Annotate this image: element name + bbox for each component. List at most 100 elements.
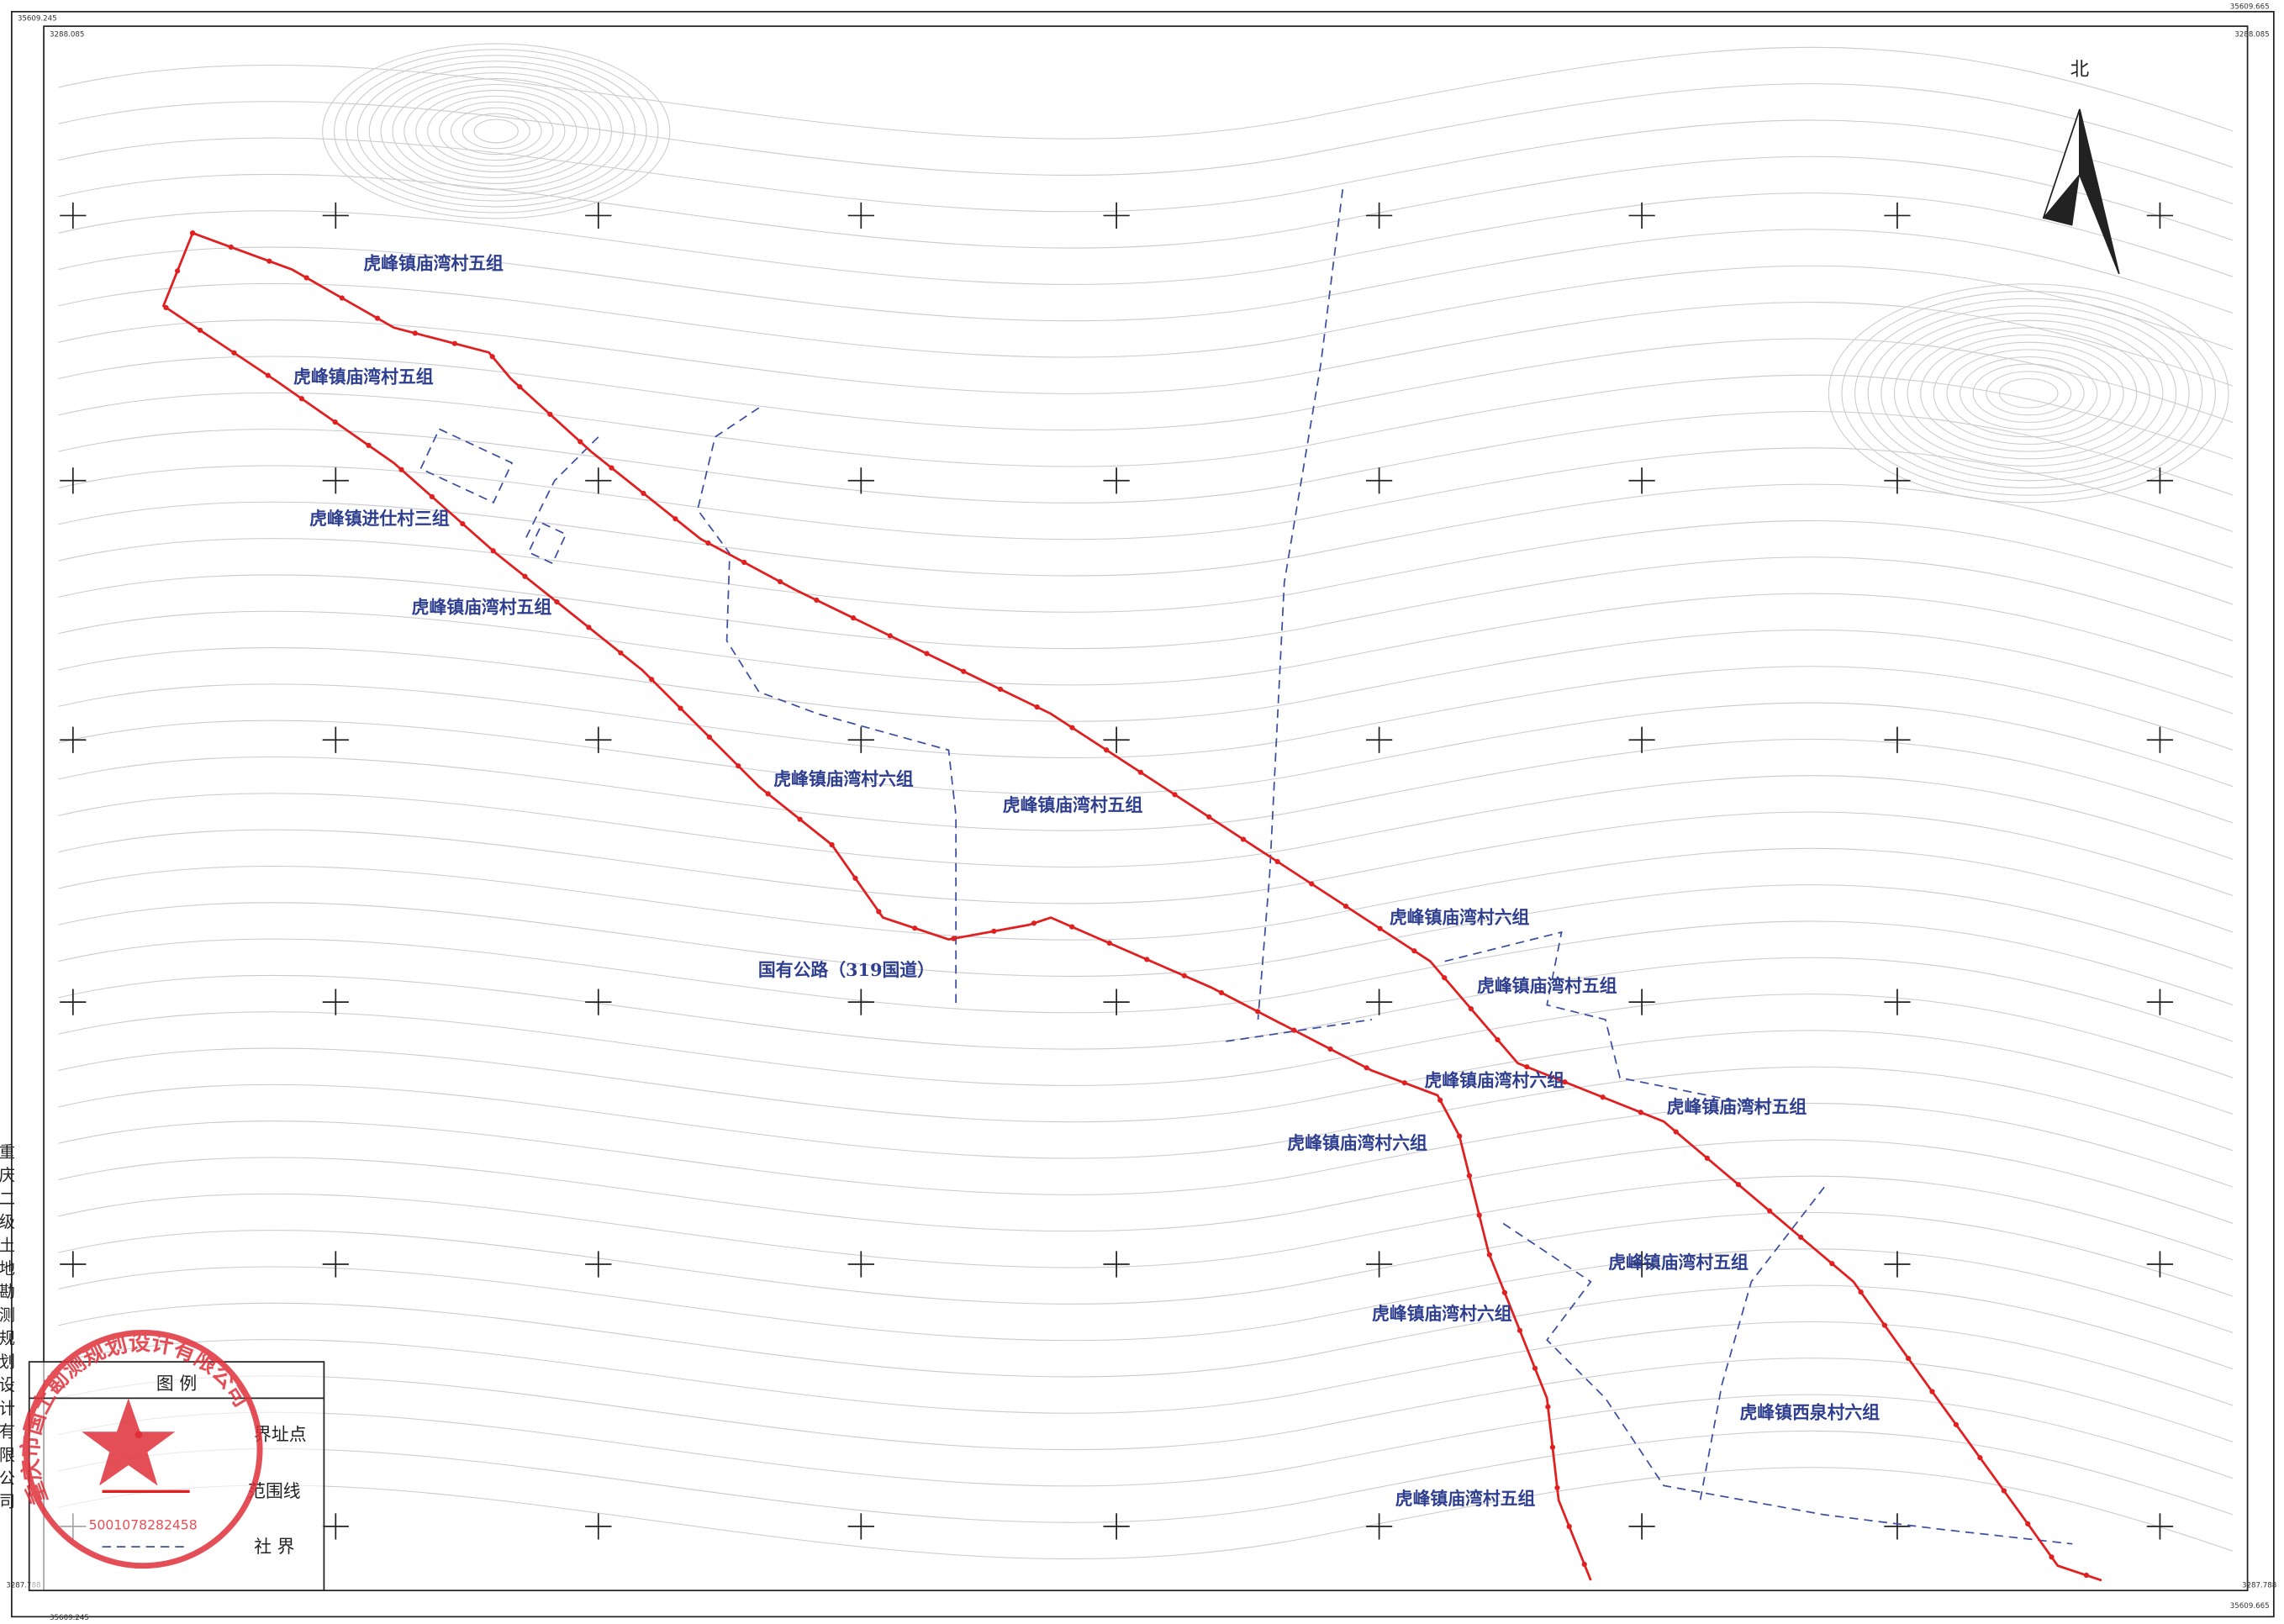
boundary-point: [649, 677, 655, 683]
boundary-point: [618, 650, 624, 656]
legend-title: 图 例: [156, 1374, 197, 1394]
contour-line: [58, 46, 2234, 140]
legend-item: 界址点: [254, 1425, 306, 1445]
boundary-point: [1031, 920, 1037, 926]
boundary-point: [265, 372, 272, 378]
boundary-point: [1486, 1252, 1492, 1258]
boundary-point: [1218, 989, 1225, 996]
contour-line: [356, 61, 636, 202]
boundary-point: [777, 578, 783, 585]
boundary-point: [489, 354, 495, 360]
boundary-point: [1377, 925, 1383, 931]
contour-line: [58, 302, 2234, 394]
contour-line: [1920, 335, 2138, 452]
boundary-point: [174, 268, 181, 274]
contour-line: [1960, 356, 2098, 430]
boundary-point: [332, 419, 338, 425]
boundary-point: [266, 258, 272, 264]
contour-line: [58, 83, 2234, 176]
boundary-point: [705, 540, 711, 546]
contour-line: [58, 811, 2234, 904]
boundary-point: [1562, 1079, 1568, 1085]
boundary-point: [1858, 1289, 1864, 1295]
contour-line: [58, 1103, 2234, 1195]
contour-line: [58, 1284, 2234, 1378]
community-boundary: [419, 428, 514, 504]
north-arrow-right: [2079, 108, 2120, 275]
corner-coordinate: 35609.665: [2230, 1602, 2270, 1611]
region-labels: 虎峰镇庙湾村五组 虎峰镇庙湾村五组 虎峰镇进仕村三组 虎峰镇庙湾村五组 虎峰镇庙…: [293, 253, 1880, 1509]
contour-line: [58, 702, 2234, 795]
region-label: 虎峰镇西泉村六组: [1739, 1402, 1880, 1423]
boundary-point: [517, 384, 523, 390]
contour-line: [58, 847, 2234, 941]
region-label: 虎峰镇庙湾村六组: [1390, 907, 1530, 928]
boundary-point: [1524, 1064, 1530, 1070]
region-label: 虎峰镇庙湾村五组: [1608, 1252, 1749, 1273]
boundary-point: [1034, 704, 1040, 710]
boundary-point: [1104, 747, 1110, 753]
boundary-point: [912, 925, 918, 931]
contour-line: [1933, 341, 2124, 446]
boundary-point: [1137, 769, 1144, 775]
stamp-ring: [23, 1329, 263, 1569]
corner-coordinate: 35609.665: [2230, 3, 2270, 11]
boundary-point: [678, 705, 683, 711]
boundary-point: [850, 615, 857, 621]
contour-line: [58, 483, 2234, 577]
boundary-point: [1106, 940, 1112, 946]
contour-line: [58, 447, 2234, 540]
region-label: 虎峰镇庙湾村六组: [1425, 1070, 1565, 1091]
community-boundary: [1502, 1222, 2073, 1545]
boundary-point: [1554, 1484, 1560, 1491]
boundary-point: [298, 396, 305, 402]
contour-line: [58, 192, 2234, 285]
boundary-point: [1953, 1421, 1960, 1427]
region-label: 虎峰镇进仕村三组: [309, 508, 450, 529]
boundary-point: [1501, 1289, 1508, 1295]
contour-line: [450, 107, 542, 156]
boundary-point: [673, 516, 678, 522]
boundary-point: [876, 909, 882, 915]
boundary-point: [1342, 903, 1349, 910]
contour-line: [58, 738, 2234, 831]
contour-line: [368, 66, 624, 196]
contour-line: [58, 1358, 2234, 1451]
corner-coordinate: 3287.788: [6, 1582, 40, 1590]
boundary-point: [852, 875, 858, 881]
boundary-point: [609, 465, 615, 471]
contour-line: [58, 1430, 2234, 1523]
boundary-point: [736, 763, 741, 769]
boundary-point: [924, 651, 930, 656]
community-boundary: [1257, 189, 1344, 1020]
boundary-point: [522, 573, 528, 579]
boundary-point: [1144, 957, 1150, 962]
community-boundaries: [419, 189, 2073, 1545]
contour-line: [58, 1030, 2234, 1123]
boundary-point: [2001, 1488, 2007, 1494]
road-label: 国有公路（319国道）: [758, 959, 935, 980]
boundary-point: [1255, 1009, 1261, 1015]
community-boundary: [525, 436, 599, 540]
boundary-point: [578, 439, 583, 445]
region-label: 虎峰镇庙湾村五组: [1395, 1488, 1536, 1509]
contour-line: [439, 101, 554, 161]
community-boundary: [696, 407, 957, 1005]
boundary-point: [451, 340, 457, 346]
contour-line: [1907, 327, 2150, 460]
boundary-point: [460, 520, 466, 527]
contour-line: [1893, 319, 2164, 467]
boundary-point: [1517, 1327, 1523, 1333]
contour-line: [58, 629, 2234, 722]
region-label: 虎峰镇庙湾村六组: [1372, 1303, 1512, 1324]
boundary-point: [997, 686, 1004, 693]
contour-line: [58, 593, 2234, 686]
corner-coordinate: 3288.085: [50, 30, 84, 39]
boundary-point: [197, 327, 203, 333]
contour-line: [58, 1394, 2234, 1487]
boundary-point: [1929, 1389, 1935, 1395]
contour-line: [1972, 363, 2085, 424]
boundary-point: [1437, 1097, 1443, 1103]
boundary-point: [991, 928, 997, 934]
corner-coordinate: 3288.085: [2234, 30, 2269, 39]
